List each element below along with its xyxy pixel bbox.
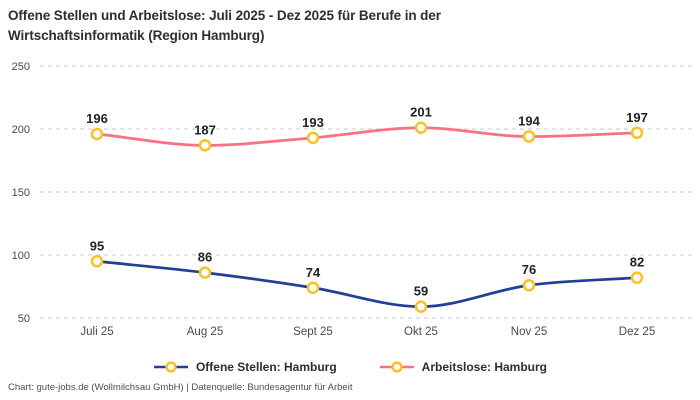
data-point-marker-arbeitslose-hamburg: [522, 130, 536, 143]
data-point-marker-offene-stellen-hamburg: [414, 300, 428, 313]
data-point-marker-arbeitslose-hamburg: [198, 139, 212, 152]
data-point-marker-arbeitslose-hamburg: [630, 126, 644, 140]
data-point-marker-arbeitslose-hamburg: [306, 131, 320, 145]
x-tick-label: Dez 25: [619, 326, 655, 338]
value-label-offene-stellen-hamburg: 59: [414, 284, 428, 299]
chart-title: Offene Stellen und Arbeitslose: Juli 202…: [8, 8, 441, 43]
legend-label-arbeitslose: Arbeitslose: Hamburg: [421, 360, 548, 374]
chart-legend: Offene Stellen: Hamburg Arbeitslose: Ham…: [0, 356, 700, 378]
value-label-arbeitslose-hamburg: 201: [410, 105, 432, 120]
legend-line-marker-icon: [379, 361, 414, 373]
legend-item-offene-stellen: Offene Stellen: Hamburg: [153, 360, 337, 374]
x-tick-label: Aug 25: [187, 326, 223, 338]
value-label-arbeitslose-hamburg: 194: [518, 114, 540, 129]
data-point-marker-offene-stellen-hamburg: [630, 271, 644, 284]
data-point-marker-offene-stellen-hamburg: [306, 281, 320, 295]
legend-line-marker-icon: [153, 361, 188, 373]
value-label-arbeitslose-hamburg: 196: [86, 111, 108, 126]
y-tick-label: 250: [12, 61, 30, 73]
value-label-arbeitslose-hamburg: 193: [302, 115, 324, 130]
data-point-marker-offene-stellen-hamburg: [522, 278, 536, 292]
value-label-offene-stellen-hamburg: 76: [522, 262, 536, 277]
legend-item-arbeitslose: Arbeitslose: Hamburg: [379, 360, 547, 374]
y-tick-label: 50: [18, 313, 30, 325]
value-label-offene-stellen-hamburg: 74: [306, 265, 321, 280]
x-tick-label: Sept 25: [293, 326, 333, 338]
source-attribution: Chart: gute-jobs.de (Wollmilchsau GmbH) …: [8, 382, 353, 393]
legend-label-offene-stellen: Offene Stellen: Hamburg: [195, 360, 337, 374]
series-line-offene-stellen-hamburg: [95, 259, 639, 309]
value-label-arbeitslose-hamburg: 197: [626, 110, 648, 125]
series-line-arbeitslose-hamburg: [95, 126, 639, 147]
value-label-offene-stellen-hamburg: 82: [630, 255, 644, 270]
x-tick-label: Juli 25: [80, 326, 113, 338]
value-label-arbeitslose-hamburg: 187: [194, 122, 216, 137]
y-tick-label: 200: [12, 124, 30, 136]
data-point-marker-arbeitslose-hamburg: [414, 121, 428, 134]
line-chart-canvas: 50 100 150 200 250 Juli 25 Aug 25 Sept 25 Okt 25…: [12, 61, 692, 338]
data-point-marker-arbeitslose-hamburg: [90, 127, 104, 141]
y-tick-label: 100: [12, 250, 30, 262]
value-label-offene-stellen-hamburg: 86: [198, 250, 212, 265]
y-tick-label: 150: [12, 187, 30, 199]
x-tick-label: Nov 25: [511, 326, 547, 338]
data-point-marker-offene-stellen-hamburg: [198, 266, 212, 279]
data-point-marker-offene-stellen-hamburg: [90, 255, 104, 268]
value-label-offene-stellen-hamburg: 95: [90, 238, 104, 253]
x-tick-label: Okt 25: [404, 326, 438, 338]
